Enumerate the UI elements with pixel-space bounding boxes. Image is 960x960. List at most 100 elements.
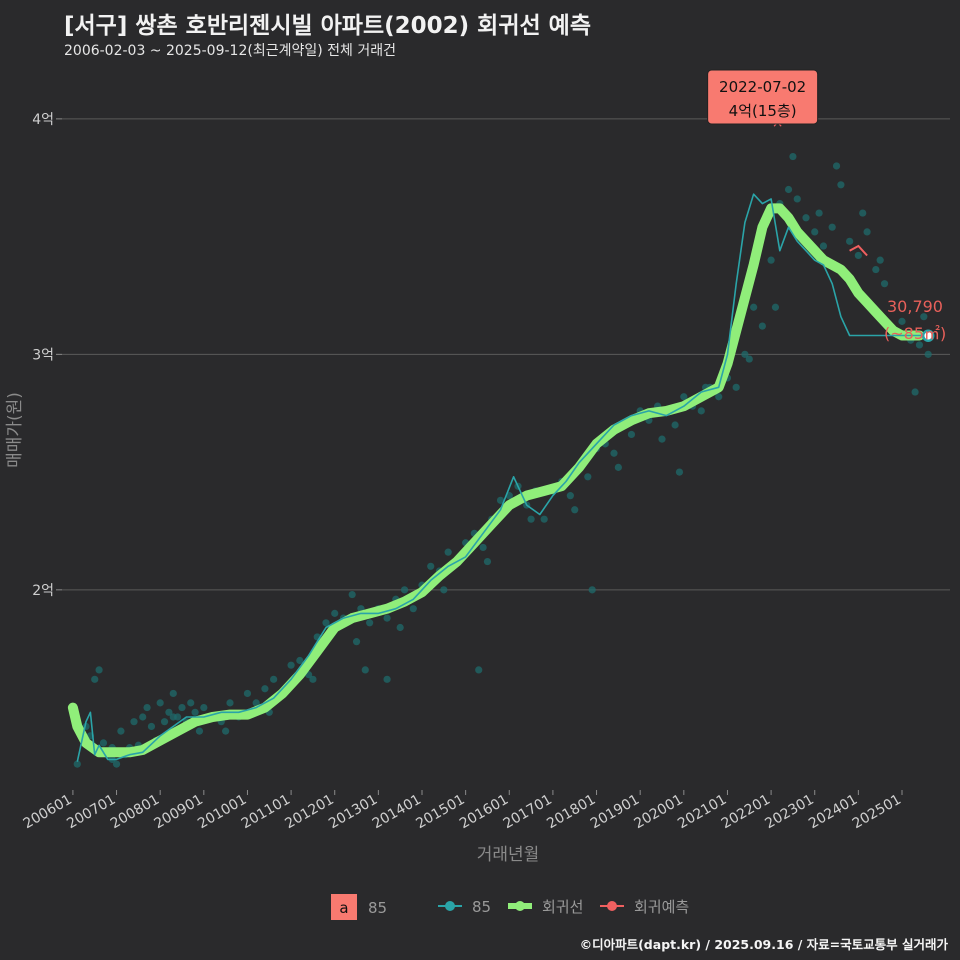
- chart-title: [서구] 쌍촌 호반리젠시빌 아파트(2002) 회귀선 예측: [64, 13, 591, 39]
- scatter-point: [828, 223, 836, 231]
- legend-box-label: 85: [368, 899, 387, 917]
- scatter-point: [911, 388, 919, 396]
- x-tick-label: 201601: [457, 792, 511, 833]
- source-caption: ©디아파트(dapt.kr) / 2025.09.16 / 자료=국토교통부 실…: [579, 937, 948, 952]
- scatter-point: [846, 237, 854, 245]
- scatter-point: [444, 548, 452, 556]
- x-tick-label: 201201: [282, 792, 336, 833]
- annotation-date: 2022-07-02: [719, 78, 806, 96]
- scatter-point: [287, 661, 295, 669]
- scatter-point: [130, 718, 138, 726]
- scatter-point: [331, 609, 339, 617]
- scatter-point: [383, 675, 391, 683]
- y-tick-label: 3억: [32, 347, 54, 363]
- y-tick-labels: 2억 3억 4억: [32, 112, 54, 599]
- forecast-line: [849, 244, 868, 257]
- x-tick-label: 201701: [501, 792, 555, 833]
- x-tick-label: 202101: [675, 792, 729, 833]
- scatter-point: [715, 393, 723, 401]
- scatter-point: [758, 322, 766, 330]
- scatter-point: [143, 703, 151, 712]
- scatter-point: [270, 675, 278, 683]
- scatter-point: [811, 228, 819, 236]
- scatter-point: [99, 739, 108, 747]
- scatter-point: [427, 562, 435, 570]
- scatter-point: [880, 280, 889, 288]
- legend-dot-swatch: [445, 901, 455, 911]
- x-axis-title: 거래년월: [477, 845, 540, 865]
- scatter-point: [898, 317, 906, 325]
- scatter-point: [610, 449, 618, 457]
- y-tick-label: 4억: [32, 112, 54, 128]
- scatter-point: [920, 313, 928, 321]
- scatter-point: [793, 195, 801, 203]
- scatter-point: [614, 463, 622, 471]
- legend-dot-swatch: [515, 901, 525, 911]
- scatter-point: [815, 209, 823, 217]
- y-axis-title: 매매가(원): [5, 392, 25, 468]
- scatter-point: [383, 614, 391, 622]
- scatter-point: [440, 586, 448, 594]
- scatter-point: [169, 713, 177, 721]
- scatter-point: [479, 543, 487, 552]
- x-tick-label: 202401: [806, 792, 860, 833]
- scatter-point: [915, 341, 924, 349]
- scatter-point: [322, 619, 330, 627]
- scatter-point: [496, 496, 505, 504]
- scatter-point: [671, 421, 679, 429]
- scatter-point: [361, 666, 369, 674]
- scatter-point: [771, 303, 780, 311]
- regression-line: [67, 203, 925, 758]
- scatter-point: [527, 515, 535, 523]
- legend-item-label: 회귀선: [542, 898, 583, 916]
- scatter-point: [802, 214, 810, 222]
- scatter-point: [658, 435, 666, 443]
- scatter-point: [112, 760, 121, 768]
- last-area-label: (~85㎡): [884, 324, 946, 343]
- x-tick-label: 201901: [588, 792, 642, 833]
- x-tick-label: 201301: [326, 792, 380, 833]
- x-tick-label: 200801: [108, 792, 162, 833]
- x-tick-label: 202001: [632, 792, 686, 833]
- scatter-point: [409, 605, 417, 613]
- scatter-point: [222, 727, 230, 735]
- scatter-point: [767, 256, 775, 264]
- scatter-point: [745, 355, 753, 363]
- scatter-point: [697, 407, 705, 415]
- scatter-point: [475, 666, 483, 674]
- x-tick-label: 200701: [64, 792, 118, 833]
- scatter-point: [296, 656, 304, 665]
- scatter-point: [675, 468, 684, 476]
- x-tick-label: 202501: [850, 792, 904, 833]
- scatter-point: [309, 675, 317, 683]
- scatter-point: [859, 209, 867, 217]
- scatter-point: [226, 699, 234, 707]
- scatter-point: [156, 699, 164, 707]
- scatter-point: [732, 383, 740, 391]
- scatter-point: [187, 699, 195, 707]
- x-tick-label: 201401: [370, 792, 424, 833]
- annotation-label: 4억(15층): [729, 102, 797, 120]
- scatter-point: [243, 689, 252, 698]
- scatter-point: [352, 638, 361, 646]
- scatter-point: [483, 557, 492, 566]
- scatter-point: [91, 675, 99, 683]
- scatter-point: [627, 430, 636, 439]
- grid-lines: [56, 118, 950, 795]
- legend: a 85 85 회귀선 회귀예측: [331, 894, 689, 920]
- scatter-point: [784, 185, 793, 194]
- legend-dot-swatch: [607, 901, 617, 911]
- scatter-point: [366, 619, 374, 627]
- chart-subtitle: 2006-02-03 ~ 2025-09-12(최근계약일) 전체 거래건: [64, 43, 396, 59]
- annotation-box: [707, 69, 819, 125]
- scatter-point: [566, 492, 574, 500]
- x-tick-label: 200901: [152, 792, 206, 833]
- scatter-point: [819, 242, 828, 250]
- last-price-label: 30,790: [887, 297, 943, 316]
- scatter-point: [160, 718, 169, 726]
- x-tick-label: 201001: [195, 792, 249, 833]
- scatter-point: [95, 666, 103, 674]
- scatter-point: [147, 722, 156, 731]
